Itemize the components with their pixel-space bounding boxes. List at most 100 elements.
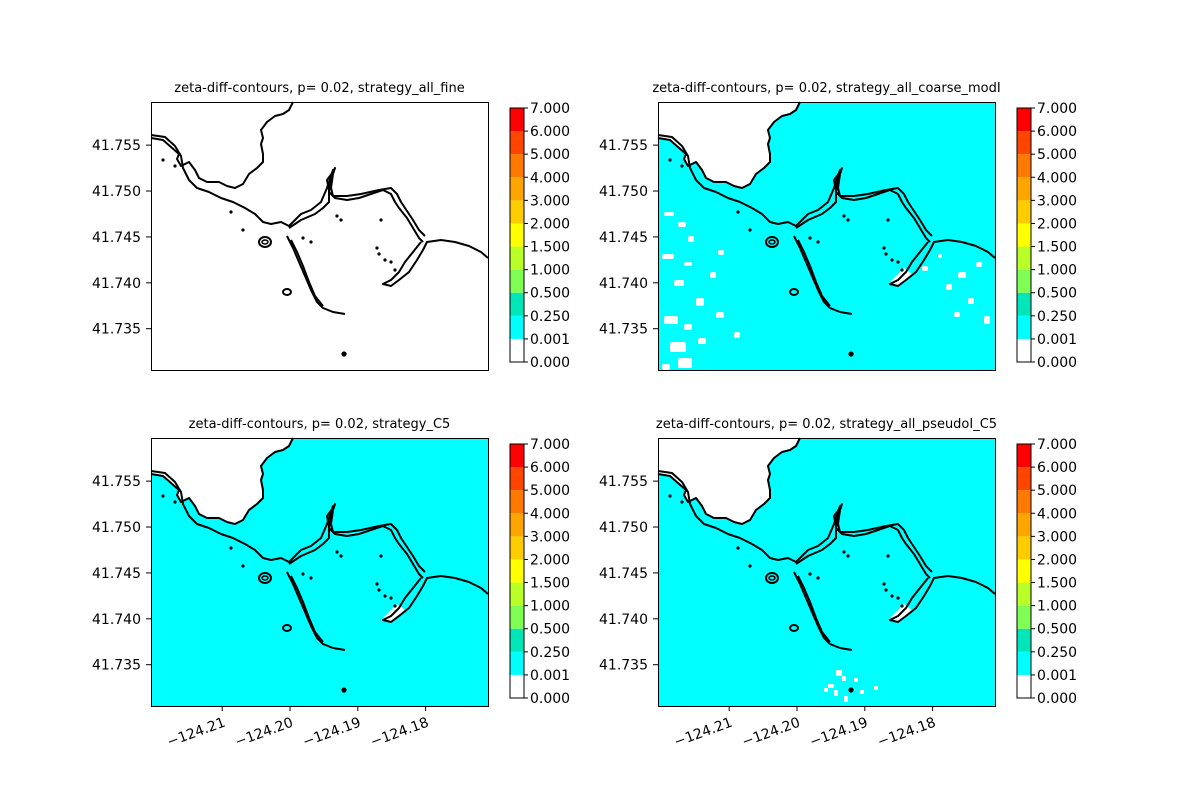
flood-blob [326, 491, 342, 501]
coastline [797, 239, 831, 307]
y-tick-label: 41.755 [599, 474, 648, 490]
colorbar-label: 6.000 [530, 460, 570, 476]
island-inner [261, 239, 269, 245]
dry-speckle [664, 212, 674, 216]
rock [301, 572, 305, 576]
colorbar-segment [1017, 605, 1031, 629]
rock [842, 550, 846, 554]
colorbar-label: 0.000 [530, 691, 570, 707]
dry-speckle [836, 670, 842, 676]
colorbar-label: 2.000 [530, 552, 570, 568]
rock [748, 228, 752, 232]
y-tick-label: 41.740 [599, 612, 648, 628]
colorbar: 7.000 6.000 5.000 4.000 3.000 2.000 1.500 1.000… [509, 437, 570, 707]
colorbar-segment [510, 605, 524, 629]
dry-speckle [922, 266, 928, 271]
colorbar-label: 3.000 [530, 193, 570, 209]
rock [341, 687, 347, 693]
colorbar-label: 1.500 [530, 240, 570, 256]
colorbar-label: 0.000 [530, 355, 570, 371]
colorbar-segment [510, 154, 524, 178]
colorbar-segment [1017, 513, 1031, 537]
x-tick-label: −124.19 [808, 715, 871, 751]
rock [882, 582, 886, 586]
dry-speckle [976, 262, 982, 267]
coastline [657, 101, 801, 189]
colorbar-label: 0.250 [530, 309, 570, 325]
y-tick-label: 41.735 [599, 322, 648, 338]
coastline [382, 239, 489, 287]
colorbar-segment [510, 467, 524, 491]
island [258, 236, 272, 248]
colorbar-label: 4.000 [1037, 170, 1077, 186]
colorbar-segment [1017, 674, 1031, 698]
coastline [286, 235, 346, 315]
rock [882, 246, 886, 250]
y-tick-label: 41.735 [92, 322, 141, 338]
colorbar-segment [1017, 246, 1031, 270]
colorbar-segment [510, 246, 524, 270]
colorbar-label: 0.001 [530, 332, 570, 348]
rock [383, 258, 387, 262]
dry-speckle [688, 236, 694, 242]
rock [229, 546, 233, 550]
colorbar-label: 4.000 [1037, 506, 1077, 522]
coastline [290, 575, 324, 643]
rock [900, 604, 904, 608]
rock [393, 604, 397, 608]
colorbar-label: 0.001 [1037, 668, 1077, 684]
rock [341, 351, 347, 357]
colorbar: 7.000 6.000 5.000 4.000 3.000 2.000 1.500 1.000… [1016, 437, 1077, 707]
island [765, 572, 779, 584]
dry-speckle [844, 696, 848, 702]
rock [886, 218, 890, 222]
colorbar-label: 0.000 [1037, 355, 1077, 371]
colorbar-segment [1017, 315, 1031, 339]
colorbar-frame [1016, 443, 1032, 699]
x-tick-label: −124.20 [233, 715, 296, 751]
dry-speckle [828, 684, 834, 688]
rock [736, 210, 740, 214]
colorbar-frame [1016, 107, 1032, 363]
colorbar-label: 7.000 [1037, 101, 1077, 117]
rock [884, 588, 888, 592]
rock [846, 218, 850, 222]
colorbar-label: 0.250 [530, 645, 570, 661]
rock [816, 576, 820, 580]
coastline [793, 235, 853, 315]
coastline [795, 167, 933, 237]
colorbar-label: 0.001 [1037, 332, 1077, 348]
colorbar-segment [510, 444, 524, 468]
coastline [290, 239, 324, 307]
y-tick-label: 41.755 [92, 138, 141, 154]
colorbar-segment [1017, 223, 1031, 247]
colorbar-segment [510, 651, 524, 675]
rock [896, 260, 900, 264]
colorbar-segment [510, 628, 524, 652]
y-tick-label: 41.755 [92, 474, 141, 490]
dry-speckle [984, 316, 990, 324]
rock [339, 554, 343, 558]
rock [375, 246, 379, 250]
colorbar-segment [510, 674, 524, 698]
rock [680, 500, 684, 504]
colorbar-label: 0.250 [1037, 645, 1077, 661]
flood-blob [833, 155, 849, 165]
rock [668, 494, 672, 498]
colorbar-label: 5.000 [530, 147, 570, 163]
dry-speckle [842, 676, 846, 681]
rock [393, 268, 397, 272]
coastline [795, 503, 933, 573]
rock [383, 594, 387, 598]
rock [848, 687, 854, 693]
axes-frame [658, 102, 996, 371]
axes-frame [151, 102, 489, 371]
y-tick-label: 41.745 [599, 566, 648, 582]
dry-speckle [678, 222, 686, 227]
x-tick-label: −124.21 [672, 715, 735, 751]
colorbar-label: 6.000 [1037, 124, 1077, 140]
colorbar-segment [1017, 108, 1031, 132]
colorbar-label: 0.500 [1037, 622, 1077, 638]
rock [335, 550, 339, 554]
